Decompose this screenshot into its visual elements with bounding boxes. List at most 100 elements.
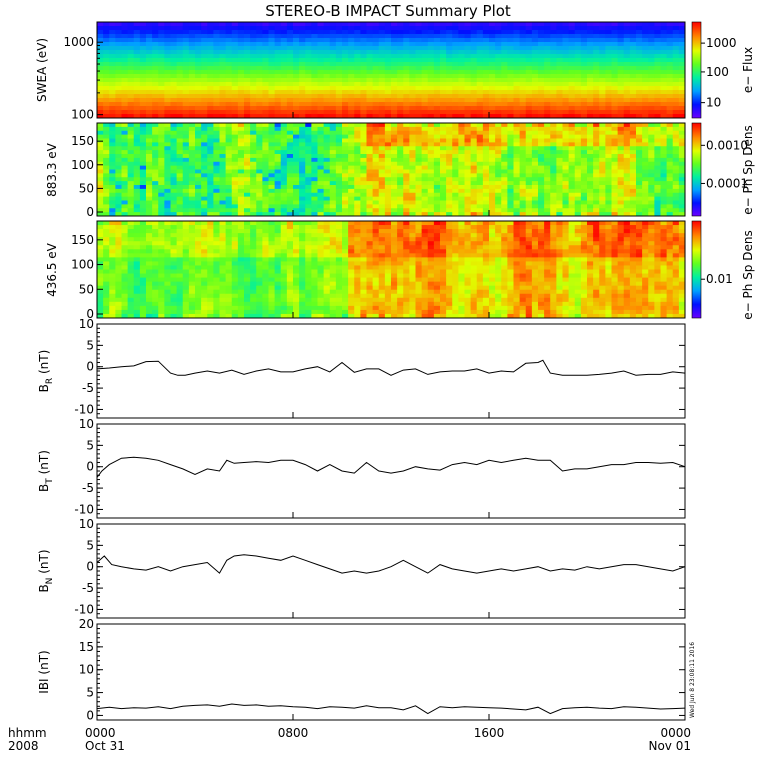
pad883-cell bbox=[599, 204, 606, 209]
pad436-cell bbox=[115, 245, 123, 250]
swea-cell bbox=[293, 46, 300, 51]
swea-cell bbox=[464, 86, 472, 91]
pad883-cell bbox=[629, 192, 637, 198]
swea-cell bbox=[489, 74, 496, 79]
pad883-colorbar-frame bbox=[691, 122, 702, 217]
swea-cell bbox=[397, 82, 404, 87]
pad883-cell bbox=[391, 150, 398, 155]
pad883-cell bbox=[568, 154, 576, 159]
swea-cell bbox=[623, 54, 631, 59]
pad883-cell bbox=[384, 196, 392, 202]
swea-cell bbox=[642, 42, 649, 47]
pad883-cell bbox=[519, 150, 527, 155]
swea-cell bbox=[152, 114, 159, 119]
pad436-cell bbox=[121, 225, 129, 230]
swea-cell bbox=[544, 114, 551, 119]
pad883-cell bbox=[152, 192, 159, 198]
pad436-cell bbox=[158, 309, 165, 315]
pad883-cell bbox=[164, 146, 172, 151]
swea-cell bbox=[519, 50, 527, 55]
pad883-cell bbox=[666, 208, 674, 213]
pad883-cell bbox=[115, 208, 123, 213]
pad883-cell bbox=[599, 154, 606, 159]
swea-cell bbox=[421, 82, 429, 87]
swea-cell bbox=[550, 54, 557, 59]
pad436-cell bbox=[188, 237, 196, 242]
pad883-cell bbox=[666, 157, 674, 163]
swea-cell bbox=[152, 66, 159, 71]
swea-cell bbox=[237, 30, 245, 35]
pad883-cell bbox=[574, 146, 582, 151]
pad883-cell bbox=[195, 208, 202, 213]
swea-cell bbox=[274, 90, 282, 95]
swea-cell bbox=[286, 42, 294, 47]
swea-cell bbox=[464, 46, 472, 51]
pad883-cell bbox=[397, 142, 404, 147]
swea-cell bbox=[317, 74, 325, 79]
pad883-cell bbox=[476, 142, 484, 147]
swea-cell bbox=[323, 114, 331, 119]
swea-cell bbox=[213, 46, 221, 51]
pad436-cell bbox=[115, 313, 123, 319]
swea-cell bbox=[666, 30, 674, 35]
pad883-cell bbox=[146, 169, 153, 174]
swea-cell bbox=[115, 22, 123, 27]
pad883-cell bbox=[139, 126, 147, 132]
swea-cell bbox=[146, 78, 153, 83]
pad883-cell bbox=[513, 138, 521, 143]
swea-frame bbox=[96, 21, 686, 119]
pad883-cell bbox=[605, 123, 613, 128]
swea-cell bbox=[109, 42, 116, 47]
swea-cell bbox=[391, 102, 398, 107]
swea-cell bbox=[299, 66, 306, 71]
swea-cell bbox=[605, 106, 613, 111]
pad436-cell bbox=[170, 289, 178, 295]
swea-cell bbox=[317, 90, 325, 95]
pad883-cell bbox=[311, 157, 319, 163]
swea-cell bbox=[360, 98, 368, 103]
pad436-cell bbox=[127, 301, 135, 307]
pad883-cell bbox=[188, 181, 196, 186]
swea-cell bbox=[115, 102, 123, 107]
pad883-cell bbox=[182, 188, 190, 194]
swea-cell bbox=[513, 30, 521, 35]
pad883-cell bbox=[648, 157, 655, 163]
swea-cell bbox=[329, 94, 337, 99]
swea-cell bbox=[231, 114, 239, 119]
pad883-cell bbox=[495, 196, 502, 202]
pad883-cell bbox=[544, 142, 551, 147]
swea-cell bbox=[342, 94, 349, 99]
swea-cell bbox=[293, 86, 300, 91]
pad883-cell bbox=[299, 196, 306, 202]
pad883-cell bbox=[207, 126, 214, 132]
swea-cell bbox=[391, 90, 398, 95]
swea-cell bbox=[158, 114, 165, 119]
pad883-cell bbox=[158, 126, 165, 132]
swea-cell bbox=[648, 58, 655, 63]
pad883-cell bbox=[164, 188, 172, 194]
pad883-cell bbox=[605, 169, 613, 174]
swea-cell bbox=[268, 106, 276, 111]
swea-cell bbox=[599, 82, 606, 87]
swea-cell bbox=[121, 82, 129, 87]
pad883-cell bbox=[139, 208, 147, 213]
pad883-cell bbox=[237, 142, 245, 147]
swea-cell bbox=[531, 78, 539, 83]
swea-cell bbox=[672, 62, 680, 67]
pad883-cell bbox=[360, 123, 368, 128]
swea-cell bbox=[311, 42, 319, 47]
swea-cell bbox=[599, 26, 606, 31]
pad883-cell bbox=[446, 157, 453, 163]
swea-cell bbox=[470, 42, 478, 47]
swea-cell bbox=[115, 26, 123, 31]
pad883-cell bbox=[127, 150, 135, 155]
pad883-cell bbox=[531, 161, 539, 167]
pad883-cell bbox=[623, 161, 631, 167]
swea-cell bbox=[195, 86, 202, 91]
swea-cell bbox=[440, 74, 447, 79]
swea-cell bbox=[109, 78, 116, 83]
pad883-cell bbox=[464, 138, 472, 143]
swea-cell bbox=[170, 102, 178, 107]
swea-cell bbox=[286, 106, 294, 111]
pad883-cell bbox=[152, 200, 159, 205]
